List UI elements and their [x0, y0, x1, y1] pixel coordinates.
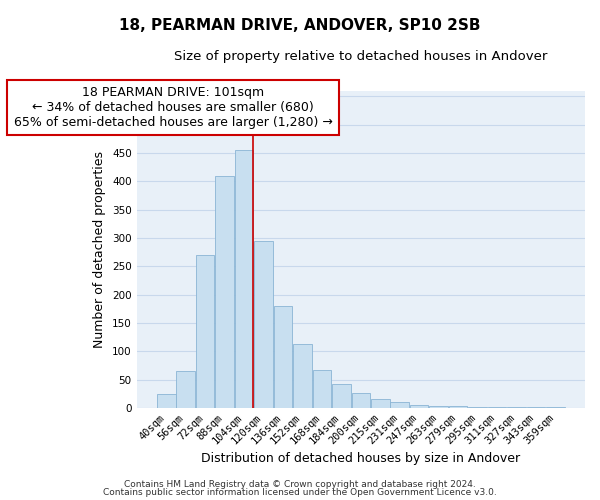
Y-axis label: Number of detached properties: Number of detached properties — [94, 151, 106, 348]
Bar — [430, 406, 448, 408]
Bar — [254, 241, 273, 408]
Bar — [391, 402, 409, 408]
Bar — [157, 394, 176, 408]
Bar — [196, 255, 214, 408]
Bar — [371, 400, 389, 408]
Title: Size of property relative to detached houses in Andover: Size of property relative to detached ho… — [174, 50, 548, 63]
Bar — [332, 384, 350, 408]
X-axis label: Distribution of detached houses by size in Andover: Distribution of detached houses by size … — [201, 452, 520, 465]
Bar — [449, 406, 467, 408]
Bar — [352, 392, 370, 408]
Bar — [410, 405, 428, 408]
Bar — [215, 176, 234, 408]
Text: Contains HM Land Registry data © Crown copyright and database right 2024.: Contains HM Land Registry data © Crown c… — [124, 480, 476, 489]
Bar — [274, 306, 292, 408]
Bar — [488, 407, 506, 408]
Text: 18, PEARMAN DRIVE, ANDOVER, SP10 2SB: 18, PEARMAN DRIVE, ANDOVER, SP10 2SB — [119, 18, 481, 32]
Bar — [313, 370, 331, 408]
Bar — [469, 407, 487, 408]
Bar — [293, 344, 312, 408]
Bar — [176, 371, 195, 408]
Text: 18 PEARMAN DRIVE: 101sqm
← 34% of detached houses are smaller (680)
65% of semi-: 18 PEARMAN DRIVE: 101sqm ← 34% of detach… — [14, 86, 332, 129]
Bar — [235, 150, 253, 408]
Text: Contains public sector information licensed under the Open Government Licence v3: Contains public sector information licen… — [103, 488, 497, 497]
